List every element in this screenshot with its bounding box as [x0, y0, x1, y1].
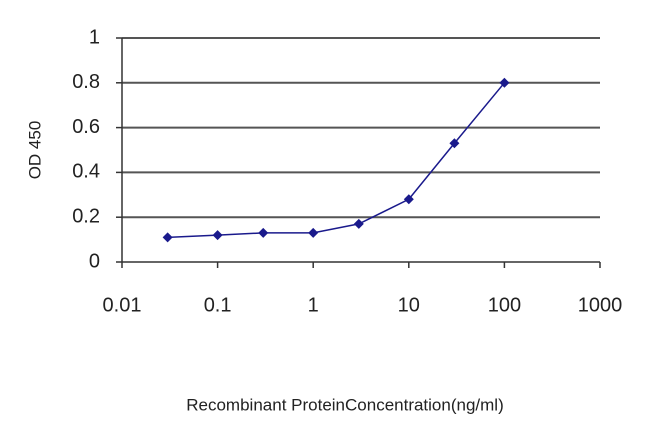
x-tick-label: 100	[488, 294, 521, 316]
data-point	[212, 230, 223, 241]
y-tick-label: 0	[89, 250, 100, 272]
x-tick-label: 1	[308, 294, 319, 316]
data-point	[353, 218, 364, 229]
data-point	[308, 227, 319, 238]
data-point	[499, 77, 510, 88]
data-point	[258, 227, 269, 238]
x-tick-label: 10	[398, 294, 420, 316]
y-tick-label: 0.4	[72, 161, 100, 183]
x-axis-label: Recombinant ProteinConcentration(ng/ml)	[186, 395, 504, 414]
y-axis-label: OD 450	[25, 121, 44, 180]
y-tick-label: 0.8	[72, 71, 100, 93]
data-point	[162, 232, 173, 243]
x-tick-label: 1000	[578, 294, 623, 316]
data-point	[403, 194, 414, 205]
x-tick-label: 0.1	[204, 294, 232, 316]
y-tick-label: 0.2	[72, 205, 100, 227]
x-tick-label: 0.01	[103, 294, 142, 316]
data-line	[167, 82, 505, 239]
data-point	[449, 138, 460, 149]
y-tick-label: 0.6	[72, 116, 100, 138]
y-tick-label: 1	[89, 26, 100, 48]
